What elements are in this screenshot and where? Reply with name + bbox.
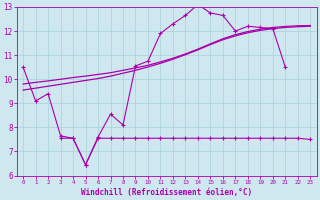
X-axis label: Windchill (Refroidissement éolien,°C): Windchill (Refroidissement éolien,°C) xyxy=(81,188,252,197)
